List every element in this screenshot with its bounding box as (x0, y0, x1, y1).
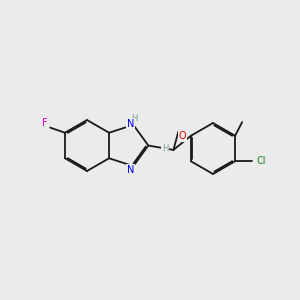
Text: N: N (127, 119, 135, 129)
Text: Cl: Cl (256, 156, 266, 166)
Text: H: H (162, 144, 168, 153)
Text: N: N (127, 165, 135, 175)
Text: H: H (131, 114, 137, 123)
Text: O: O (178, 131, 186, 141)
Text: F: F (42, 118, 48, 128)
